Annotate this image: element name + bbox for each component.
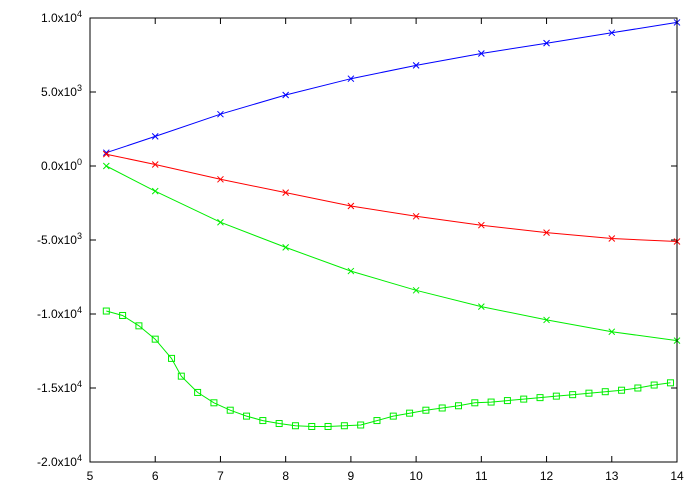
data-point — [168, 354, 176, 362]
x-tick-label: 6 — [152, 469, 159, 483]
data-point — [357, 421, 365, 429]
axes: 5 6 7 8 9 10 11 12 13 14 1.0x104 5.0x103 0.0x100 -5.0… — [37, 9, 684, 483]
data-point — [282, 189, 290, 196]
x-tick-label: 14 — [670, 469, 684, 483]
data-point — [412, 62, 420, 69]
x-tick-label: 9 — [348, 469, 355, 483]
series-line — [106, 153, 678, 242]
y-tick-label: -2.0x104 — [37, 453, 82, 469]
data-point — [503, 397, 511, 405]
x-tick-label: 5 — [87, 469, 94, 483]
data-point — [282, 244, 290, 251]
data-point — [650, 381, 658, 389]
data-point — [477, 303, 485, 310]
data-point — [308, 422, 316, 430]
data-point — [412, 286, 420, 294]
y-tick-label: -5.0x103 — [37, 231, 82, 247]
data-point — [102, 162, 110, 170]
data-point — [194, 388, 202, 396]
data-point — [282, 91, 290, 99]
series-1 — [102, 19, 681, 157]
data-point — [177, 372, 185, 380]
series-2 — [102, 150, 681, 245]
data-point — [477, 221, 485, 229]
data-point — [543, 39, 550, 47]
data-point — [151, 133, 159, 140]
data-point — [324, 422, 332, 430]
data-point — [291, 422, 299, 430]
data-point — [520, 395, 528, 403]
y-tick-label: 1.0x104 — [41, 9, 82, 25]
data-point — [243, 412, 251, 420]
data-point — [585, 389, 593, 397]
data-point — [119, 311, 127, 319]
data-point — [217, 218, 224, 226]
y-tick-label: -1.5x104 — [37, 379, 82, 395]
x-tick-label: 11 — [475, 469, 488, 483]
data-point — [422, 406, 430, 414]
data-point — [102, 150, 110, 158]
x-tick-label: 12 — [540, 469, 554, 483]
data-point — [543, 316, 550, 324]
data-point — [608, 235, 616, 242]
series-line — [106, 310, 671, 427]
data-point — [543, 229, 550, 236]
data-point — [552, 392, 560, 400]
data-point — [217, 175, 224, 183]
data-point — [217, 110, 224, 118]
data-point — [477, 50, 485, 57]
data-point — [471, 399, 479, 407]
data-point — [347, 75, 355, 83]
data-point — [151, 187, 159, 195]
x-tick-label: 13 — [605, 469, 619, 483]
data-point — [340, 422, 348, 430]
data-point — [569, 391, 577, 399]
data-point — [226, 406, 234, 414]
data-point — [666, 379, 674, 387]
data-point — [151, 335, 159, 343]
data-point — [438, 404, 446, 412]
data-point — [406, 409, 414, 417]
data-point — [259, 417, 267, 425]
y-tick-label: 0.0x100 — [41, 157, 82, 173]
series-group — [102, 19, 681, 430]
data-point — [601, 388, 609, 396]
data-point — [210, 399, 218, 407]
y-tick-label: 5.0x103 — [41, 83, 82, 99]
x-tick-label: 10 — [409, 469, 423, 483]
data-point — [608, 29, 616, 37]
data-point — [373, 417, 381, 425]
x-tick-label: 7 — [217, 469, 224, 483]
x-tick-label: 8 — [282, 469, 289, 483]
data-point — [102, 307, 110, 315]
data-point — [487, 398, 495, 406]
data-point — [389, 412, 397, 420]
data-point — [347, 202, 355, 210]
data-point — [412, 212, 420, 220]
series-line — [106, 21, 678, 154]
y-tick-label: -1.0x104 — [37, 305, 82, 321]
data-point — [536, 394, 544, 402]
data-point — [151, 161, 159, 168]
data-point — [618, 386, 626, 394]
series-3 — [102, 162, 681, 344]
series-4 — [102, 307, 674, 430]
data-point — [135, 322, 143, 330]
series-line — [106, 165, 678, 342]
data-point — [608, 328, 616, 336]
data-point — [347, 267, 355, 275]
plot-frame — [89, 17, 678, 463]
data-point — [275, 420, 283, 428]
data-point — [455, 402, 463, 410]
data-point — [634, 384, 642, 392]
